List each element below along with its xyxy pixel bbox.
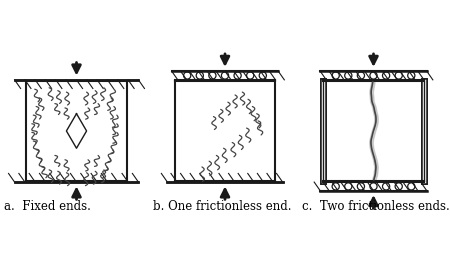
- Text: c.  Two frictionless ends.: c. Two frictionless ends.: [302, 200, 449, 213]
- Text: b. One frictionless end.: b. One frictionless end.: [153, 200, 292, 213]
- Text: a.  Fixed ends.: a. Fixed ends.: [4, 200, 91, 213]
